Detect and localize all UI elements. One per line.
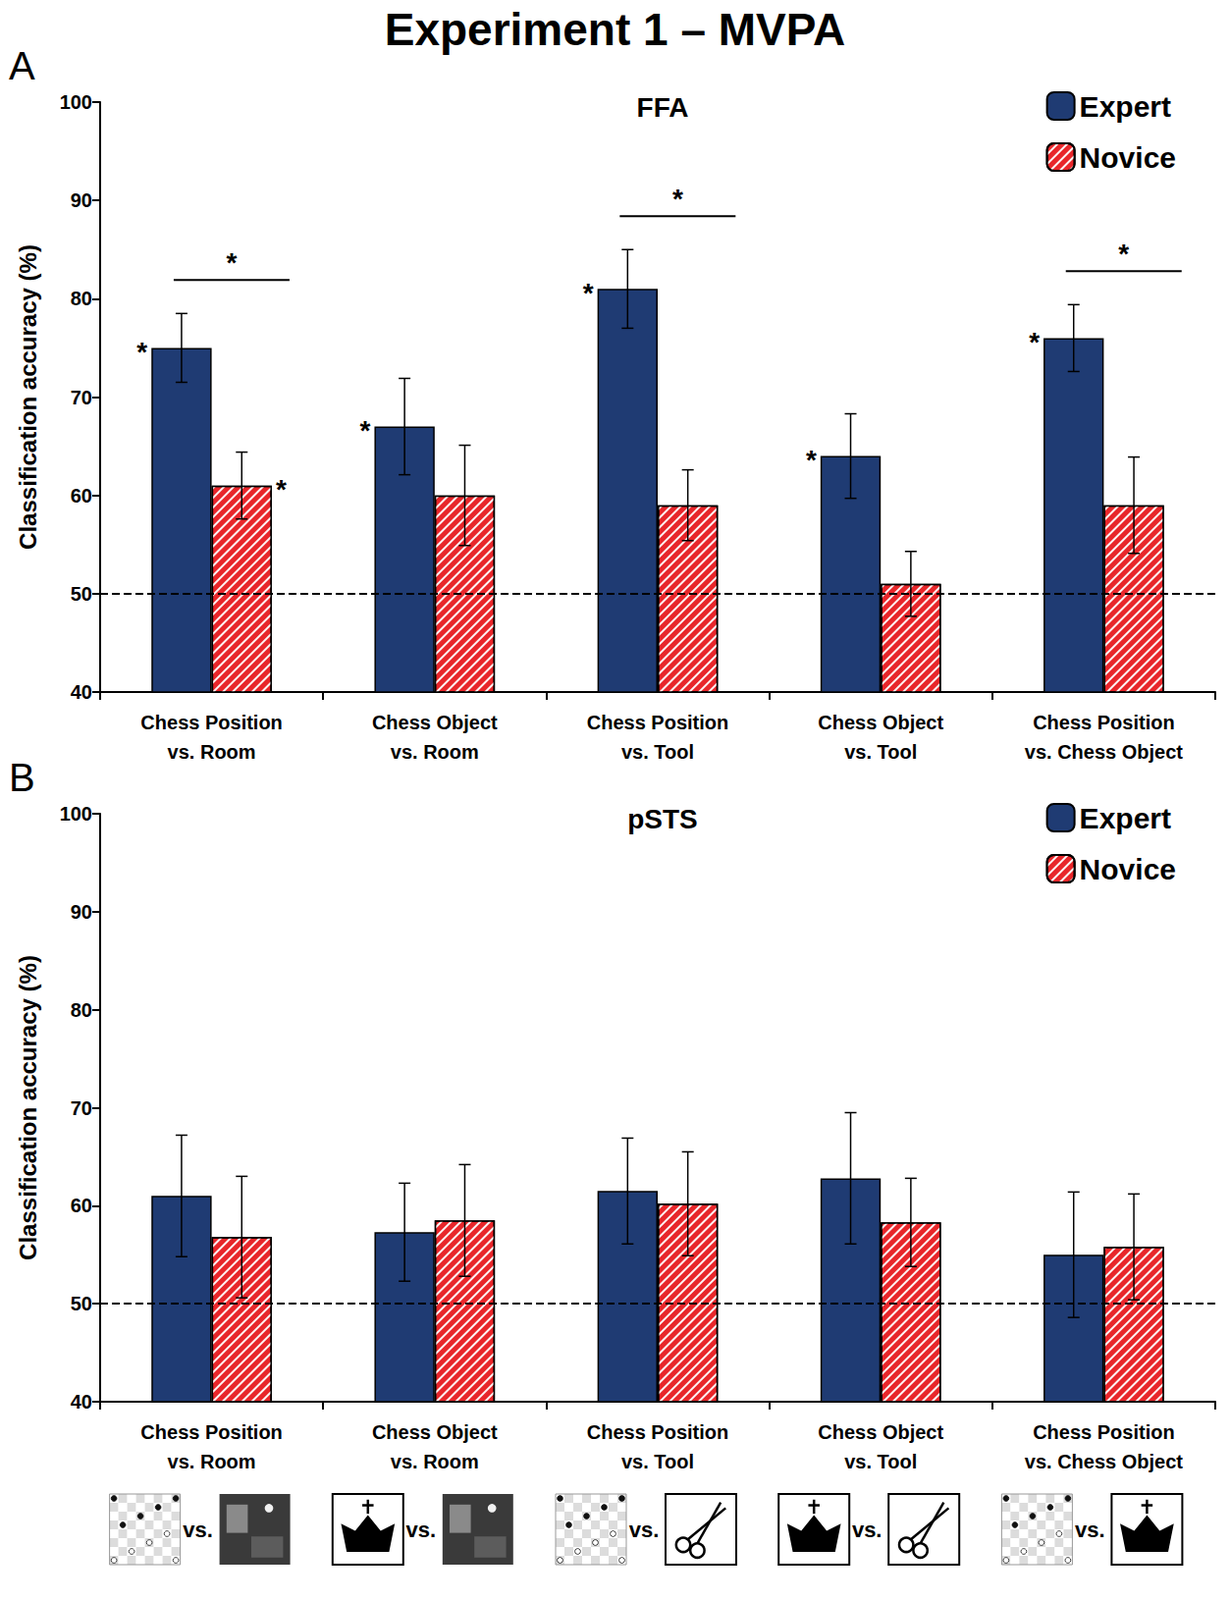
svg-text:vs.: vs.: [852, 1517, 883, 1543]
svg-text:vs.: vs.: [629, 1517, 660, 1543]
svg-text:vs.: vs.: [182, 1517, 214, 1543]
svg-text:50: 50: [70, 1292, 93, 1315]
svg-text:90: 90: [70, 901, 93, 923]
svg-text:70: 70: [70, 386, 93, 409]
svg-text:50: 50: [70, 583, 93, 605]
svg-text:vs. Room: vs. Room: [390, 1450, 480, 1473]
svg-text:Chess Object: Chess Object: [817, 1421, 944, 1444]
svg-text:60: 60: [70, 484, 93, 507]
svg-text:40: 40: [70, 1390, 93, 1413]
svg-text:vs.: vs.: [406, 1517, 437, 1543]
svg-text:100: 100: [59, 91, 93, 113]
svg-text:Chess Position: Chess Position: [1032, 711, 1175, 734]
svg-text:Expert: Expert: [1079, 802, 1172, 835]
svg-text:A: A: [8, 44, 36, 88]
svg-text:Experiment 1 – MVPA: Experiment 1 – MVPA: [384, 3, 847, 55]
svg-text:vs. Tool: vs. Tool: [621, 1450, 695, 1473]
svg-text:80: 80: [70, 287, 93, 310]
svg-text:vs. Room: vs. Room: [167, 1450, 257, 1473]
svg-text:Chess Position: Chess Position: [587, 1421, 729, 1444]
svg-text:*: *: [275, 474, 287, 505]
svg-text:B: B: [8, 755, 36, 800]
svg-text:Chess Object: Chess Object: [372, 711, 498, 734]
svg-text:FFA: FFA: [637, 92, 690, 123]
svg-text:vs. Tool: vs. Tool: [844, 741, 917, 763]
svg-text:vs. Tool: vs. Tool: [621, 741, 695, 763]
svg-text:Chess Position: Chess Position: [587, 711, 729, 734]
svg-text:*: *: [583, 277, 594, 309]
svg-text:vs. Room: vs. Room: [390, 741, 480, 763]
svg-text:60: 60: [70, 1194, 93, 1217]
svg-text:*: *: [672, 183, 684, 214]
svg-text:*: *: [1118, 238, 1129, 269]
svg-text:vs. Room: vs. Room: [167, 741, 257, 763]
svg-text:Chess Object: Chess Object: [372, 1421, 498, 1444]
svg-text:80: 80: [70, 999, 93, 1021]
svg-text:Chess Position: Chess Position: [140, 1421, 282, 1444]
svg-text:pSTS: pSTS: [627, 803, 698, 835]
svg-text:vs.: vs.: [1074, 1517, 1106, 1543]
svg-text:*: *: [136, 336, 148, 368]
svg-text:*: *: [1028, 326, 1040, 358]
svg-text:*: *: [805, 444, 817, 476]
svg-text:Classification accuracy (%): Classification accuracy (%): [14, 955, 42, 1261]
svg-text:90: 90: [70, 189, 93, 212]
svg-text:vs. Chess Object: vs. Chess Object: [1024, 741, 1184, 763]
svg-text:*: *: [225, 247, 237, 278]
svg-text:vs. Chess Object: vs. Chess Object: [1024, 1450, 1184, 1473]
svg-text:40: 40: [70, 681, 93, 703]
svg-text:Classification accuracy (%): Classification accuracy (%): [14, 244, 42, 550]
svg-text:Chess Object: Chess Object: [817, 711, 944, 734]
svg-text:Chess Position: Chess Position: [140, 711, 282, 734]
svg-text:100: 100: [59, 802, 93, 825]
svg-text:Chess Position: Chess Position: [1032, 1421, 1175, 1444]
svg-text:vs. Tool: vs. Tool: [844, 1450, 917, 1473]
svg-text:Expert: Expert: [1079, 90, 1172, 123]
svg-text:70: 70: [70, 1097, 93, 1120]
svg-text:Novice: Novice: [1079, 853, 1177, 886]
svg-text:*: *: [360, 415, 372, 446]
svg-text:Novice: Novice: [1079, 141, 1177, 174]
